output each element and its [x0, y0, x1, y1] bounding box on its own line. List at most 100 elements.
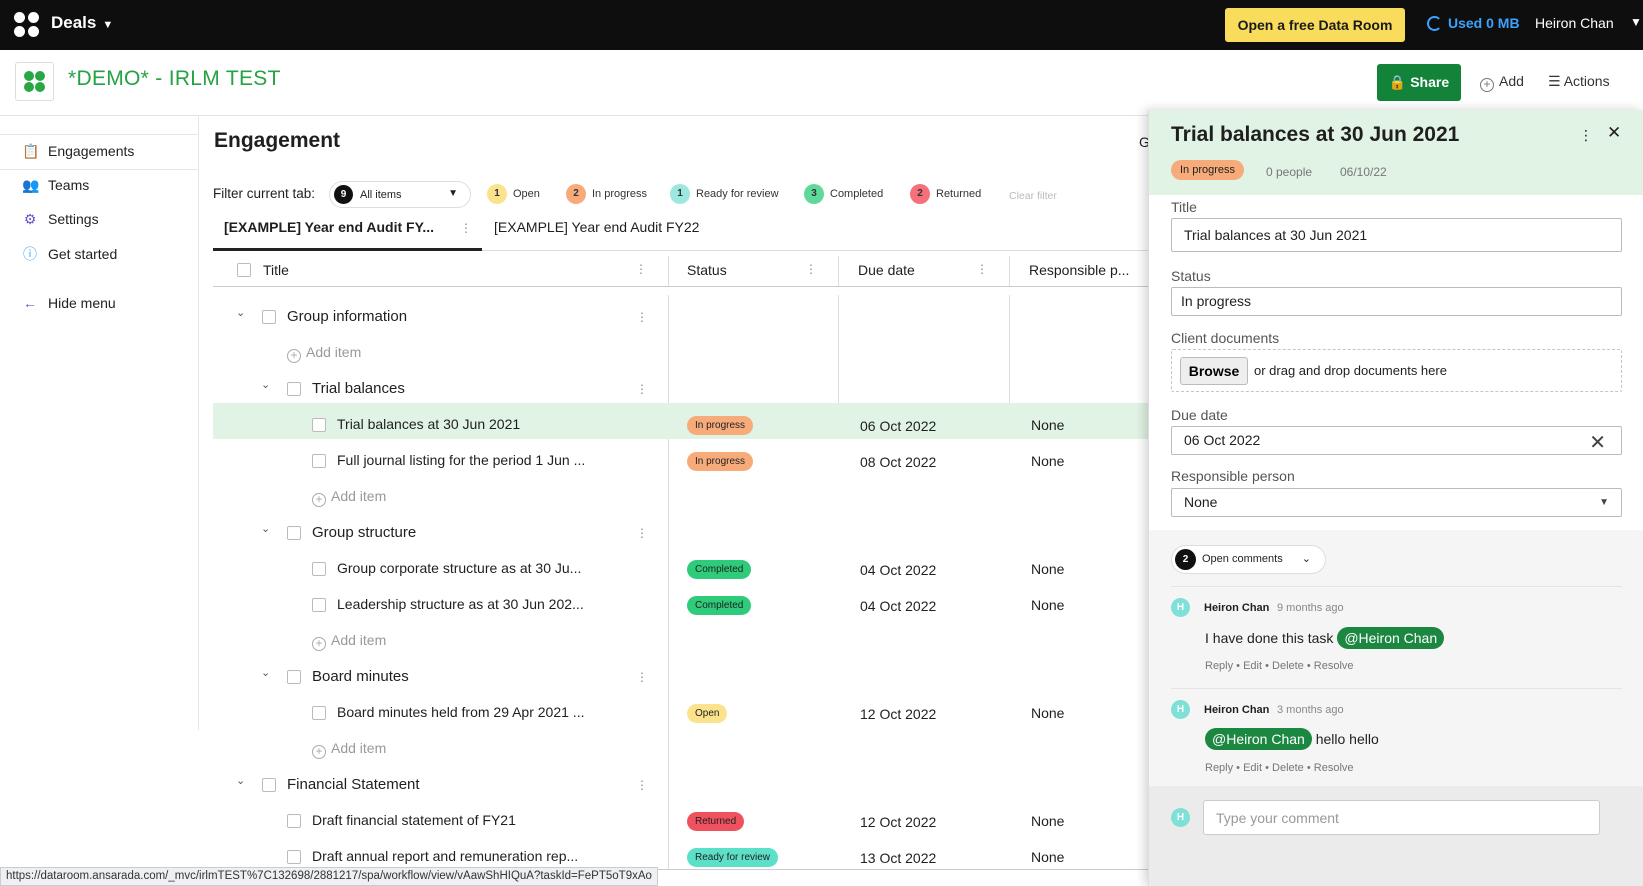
add-item-button[interactable]: + Add item [312, 488, 386, 507]
select-all-checkbox[interactable] [237, 263, 251, 277]
row-checkbox[interactable] [287, 382, 301, 396]
table-row[interactable]: Leadership structure as at 30 Jun 202...… [0, 590, 1148, 620]
table-row[interactable]: Group corporate structure as at 30 Ju...… [0, 554, 1148, 584]
row-checkbox[interactable] [312, 598, 326, 612]
open-data-room-button[interactable]: Open a free Data Room [1225, 8, 1405, 42]
row-checkbox[interactable] [312, 706, 326, 720]
filter-chip-completed[interactable]: 3 Completed [804, 184, 883, 204]
table-row[interactable]: Draft annual report and remuneration rep… [0, 842, 1148, 872]
app-switcher[interactable]: Deals ▼ [51, 13, 113, 33]
column-header-title[interactable]: Title [263, 262, 289, 278]
filter-chip-in-progress[interactable]: 2 In progress [566, 184, 647, 204]
filter-chip-returned[interactable]: 2 Returned [910, 184, 981, 204]
clear-date-icon[interactable]: ✕ [1589, 432, 1606, 454]
row-checkbox[interactable] [287, 850, 301, 864]
row-checkbox[interactable] [312, 562, 326, 576]
group-row[interactable]: ⌄ Financial Statement ⋮ [0, 770, 1148, 800]
add-button[interactable]: + Add [1480, 73, 1524, 92]
row-title[interactable]: Leadership structure as at 30 Jun 202... [337, 596, 584, 612]
add-item-row[interactable]: + Add item [0, 734, 1148, 764]
column-header-due-date[interactable]: Due date [858, 262, 915, 278]
row-checkbox[interactable] [287, 814, 301, 828]
app-logo-icon[interactable] [14, 12, 40, 38]
title-field[interactable]: Trial balances at 30 Jun 2021 [1171, 218, 1622, 252]
sidebar-item-settings[interactable]: ⚙ Settings [23, 211, 99, 227]
row-menu-icon[interactable]: ⋮ [636, 670, 648, 684]
tab-year-end-audit-active[interactable]: [EXAMPLE] Year end Audit FY... [224, 219, 435, 235]
table-row[interactable]: Draft financial statement of FY21 Return… [0, 806, 1148, 836]
mention-tag[interactable]: @Heiron Chan [1205, 728, 1312, 750]
row-title[interactable]: Trial balances at 30 Jun 2021 [337, 416, 521, 432]
open-comments-dropdown[interactable]: 2 Open comments ⌄ [1171, 545, 1326, 574]
chevron-down-icon[interactable]: ⌄ [261, 667, 271, 679]
group-row[interactable]: ⌄ Group structure ⋮ [0, 518, 1148, 548]
column-menu-icon[interactable]: ⋮ [976, 262, 988, 276]
add-item-button[interactable]: + Add item [312, 632, 386, 651]
add-item-button[interactable]: + Add item [287, 344, 361, 363]
comment-input[interactable]: Type your comment [1203, 800, 1600, 835]
comment-actions[interactable]: Reply • Edit • Delete • Resolve [1205, 660, 1354, 672]
storage-usage[interactable]: Used 0 MB [1427, 15, 1520, 31]
add-item-button[interactable]: + Add item [312, 740, 386, 759]
responsible-person-select[interactable]: None ▼ [1171, 488, 1622, 517]
group-row[interactable]: ⌄ Trial balances ⋮ [0, 374, 1148, 404]
actions-button[interactable]: ☰ Actions [1548, 73, 1610, 89]
row-checkbox[interactable] [312, 454, 326, 468]
row-title[interactable]: Draft financial statement of FY21 [312, 812, 516, 828]
comment-text: @Heiron Chan hello hello [1205, 728, 1379, 750]
filter-chip-ready-for-review[interactable]: 1 Ready for review [670, 184, 779, 204]
status-field[interactable]: In progress [1171, 287, 1622, 316]
tab-year-end-audit-fy22[interactable]: [EXAMPLE] Year end Audit FY22 [494, 219, 700, 235]
row-checkbox[interactable] [262, 778, 276, 792]
row-menu-icon[interactable]: ⋮ [636, 382, 648, 396]
table-row[interactable]: Trial balances at 30 Jun 2021 In progres… [0, 410, 1148, 440]
row-menu-icon[interactable]: ⋮ [636, 526, 648, 540]
browse-button[interactable]: Browse [1180, 357, 1248, 385]
sidebar-item-teams[interactable]: 👥 Teams [22, 177, 90, 193]
chevron-down-icon[interactable]: ⌄ [236, 307, 246, 319]
close-icon[interactable]: ✕ [1607, 123, 1622, 142]
group-row[interactable]: ⌄ Board minutes ⋮ [0, 662, 1148, 692]
table-row[interactable]: Board minutes held from 29 Apr 2021 ... … [0, 698, 1148, 728]
column-header-responsible[interactable]: Responsible p... [1029, 262, 1130, 278]
clear-filter-link[interactable]: Clear filter [1009, 190, 1057, 202]
row-checkbox[interactable] [287, 670, 301, 684]
row-menu-icon[interactable]: ⋮ [636, 310, 648, 324]
due-date-field[interactable]: 06 Oct 2022 ✕ [1171, 426, 1622, 455]
storage-ring-icon [1427, 16, 1442, 31]
add-item-row[interactable]: + Add item [0, 626, 1148, 656]
row-title[interactable]: Board minutes held from 29 Apr 2021 ... [337, 704, 585, 720]
column-header-status[interactable]: Status [687, 262, 727, 278]
row-checkbox[interactable] [262, 310, 276, 324]
sidebar-item-get-started[interactable]: ⓘ Get started [23, 246, 118, 262]
column-menu-icon[interactable]: ⋮ [805, 262, 817, 276]
mention-tag[interactable]: @Heiron Chan [1337, 627, 1445, 649]
comment-actions[interactable]: Reply • Edit • Delete • Resolve [1205, 762, 1354, 774]
add-item-row[interactable]: + Add item [0, 482, 1148, 512]
chevron-down-icon[interactable]: ⌄ [261, 523, 271, 535]
tab-more-icon[interactable]: ⋮ [460, 221, 472, 235]
user-menu[interactable]: Heiron Chan [1535, 15, 1614, 31]
more-options-icon[interactable]: ⋮ [1579, 127, 1593, 143]
filter-chip-open[interactable]: 1 Open [487, 184, 540, 204]
chevron-down-icon[interactable]: ⌄ [236, 775, 246, 787]
row-menu-icon[interactable]: ⋮ [636, 778, 648, 792]
add-item-row[interactable]: + Add item [0, 338, 1148, 368]
filter-select[interactable]: 9 All items ▼ [329, 181, 471, 208]
chevron-down-icon[interactable]: ⌄ [261, 379, 271, 391]
share-button[interactable]: 🔒 Share [1377, 64, 1461, 101]
row-checkbox[interactable] [287, 526, 301, 540]
hide-menu-button[interactable]: ← Hide menu [23, 295, 116, 311]
row-checkbox[interactable] [312, 418, 326, 432]
comment-author: Heiron Chan [1204, 704, 1270, 716]
row-title[interactable]: Group corporate structure as at 30 Ju... [337, 560, 582, 576]
column-menu-icon[interactable]: ⋮ [635, 262, 647, 276]
sidebar-item-engagements[interactable]: 📋 Engagements [22, 143, 135, 159]
group-row[interactable]: ⌄ Group information ⋮ [0, 302, 1148, 332]
responsible-person: None [1031, 849, 1065, 865]
document-dropzone[interactable]: Browse or drag and drop documents here [1171, 349, 1622, 392]
row-title[interactable]: Full journal listing for the period 1 Ju… [337, 452, 586, 468]
chevron-down-icon[interactable]: ▼ [1630, 15, 1642, 29]
row-title[interactable]: Draft annual report and remuneration rep… [312, 848, 579, 864]
table-row[interactable]: Full journal listing for the period 1 Ju… [0, 446, 1148, 476]
